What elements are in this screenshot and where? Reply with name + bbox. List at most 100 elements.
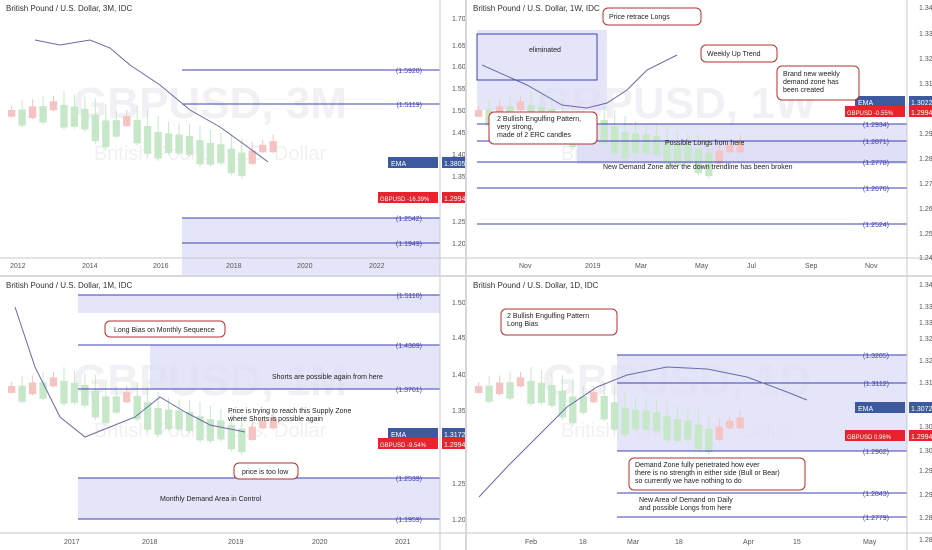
price-candle[interactable] — [18, 385, 26, 402]
price-candle[interactable] — [631, 409, 640, 430]
price-candle[interactable] — [516, 101, 525, 111]
price-candle[interactable] — [102, 120, 110, 148]
price-candle[interactable] — [736, 417, 744, 429]
chart-1m-svg[interactable]: GBPUSD, 1MBritish Pound / U.S. Dollar(1.… — [0, 277, 465, 550]
price-candle[interactable] — [527, 380, 535, 404]
price-candle[interactable] — [548, 384, 556, 406]
chart-1w-svg[interactable]: GBPUSD, 1WBritish Pound / U.S. Dollar(1.… — [467, 0, 932, 275]
price-candle[interactable] — [175, 410, 183, 430]
panel-divider-horizontal[interactable] — [0, 275, 932, 277]
price-candle[interactable] — [705, 152, 713, 177]
price-candle[interactable] — [631, 133, 640, 153]
price-candle[interactable] — [600, 395, 608, 420]
price-candle[interactable] — [144, 402, 152, 430]
price-candle[interactable] — [569, 396, 577, 424]
price-candle[interactable] — [715, 426, 723, 440]
price-candle[interactable] — [217, 420, 225, 440]
price-candle[interactable] — [663, 140, 671, 165]
price-candle[interactable] — [652, 411, 661, 432]
price-candle[interactable] — [506, 382, 514, 399]
price-candle[interactable] — [475, 386, 483, 393]
price-candle[interactable] — [102, 396, 110, 424]
price-candle[interactable] — [49, 377, 58, 387]
price-candle[interactable] — [60, 380, 68, 404]
price-candle[interactable] — [91, 390, 100, 418]
price-candle[interactable] — [154, 408, 162, 435]
price-candle[interactable] — [28, 106, 37, 119]
price-candle[interactable] — [196, 140, 204, 165]
annotation-bubble[interactable] — [776, 65, 860, 101]
chart-panel-1w[interactable]: GBPUSD, 1WBritish Pound / U.S. Dollar(1.… — [467, 0, 932, 275]
price-candle[interactable] — [49, 101, 58, 111]
price-candle[interactable] — [611, 126, 619, 154]
chart-panel-1d[interactable]: GBPUSD, 1DBritish Pound / U.S. Dollar(1.… — [467, 277, 932, 550]
price-candle[interactable] — [185, 135, 194, 156]
price-candle[interactable] — [516, 377, 525, 387]
annotation-bubble[interactable] — [104, 320, 226, 338]
price-candle[interactable] — [673, 143, 682, 165]
price-candle[interactable] — [227, 148, 236, 174]
price-candle[interactable] — [684, 144, 692, 164]
price-candle[interactable] — [726, 144, 734, 153]
price-candle[interactable] — [259, 144, 267, 153]
price-candle[interactable] — [39, 382, 47, 399]
price-candle[interactable] — [269, 417, 277, 429]
price-candle[interactable] — [663, 416, 671, 441]
price-candle[interactable] — [123, 392, 131, 403]
annotation-bubble[interactable] — [602, 7, 702, 26]
price-candle[interactable] — [642, 410, 650, 430]
price-candle[interactable] — [133, 119, 141, 144]
price-candle[interactable] — [133, 395, 141, 420]
price-candle[interactable] — [175, 134, 183, 154]
price-candle[interactable] — [81, 108, 89, 130]
price-candle[interactable] — [123, 116, 131, 127]
price-candle[interactable] — [259, 420, 267, 429]
price-candle[interactable] — [694, 424, 703, 450]
price-candle[interactable] — [495, 382, 504, 395]
price-candle[interactable] — [248, 150, 256, 164]
price-candle[interactable] — [112, 396, 120, 413]
price-candle[interactable] — [185, 411, 194, 432]
price-candle[interactable] — [39, 106, 47, 123]
price-candle[interactable] — [621, 131, 629, 159]
price-candle[interactable] — [91, 114, 100, 142]
annotation-bubble[interactable] — [500, 308, 618, 336]
price-candle[interactable] — [8, 109, 16, 117]
price-candle[interactable] — [736, 141, 744, 153]
price-candle[interactable] — [694, 148, 703, 174]
price-candle[interactable] — [206, 419, 215, 441]
price-candle[interactable] — [81, 384, 89, 406]
price-candle[interactable] — [112, 120, 120, 137]
price-candle[interactable] — [600, 119, 608, 144]
price-candle[interactable] — [8, 386, 16, 393]
price-candle[interactable] — [485, 385, 493, 402]
price-candle[interactable] — [217, 144, 225, 164]
annotation-bubble[interactable] — [628, 457, 806, 491]
price-candle[interactable] — [18, 109, 26, 126]
price-candle[interactable] — [144, 126, 152, 154]
price-candle[interactable] — [642, 134, 650, 154]
price-candle[interactable] — [684, 420, 692, 440]
price-candle[interactable] — [154, 131, 162, 159]
price-candle[interactable] — [537, 382, 546, 403]
price-candle[interactable] — [238, 428, 246, 453]
price-candle[interactable] — [611, 402, 619, 430]
chart-panel-1m[interactable]: GBPUSD, 1MBritish Pound / U.S. Dollar(1.… — [0, 277, 465, 550]
price-candle[interactable] — [60, 104, 68, 128]
price-candle[interactable] — [238, 152, 246, 177]
price-candle[interactable] — [70, 382, 79, 403]
price-candle[interactable] — [28, 382, 37, 395]
price-candle[interactable] — [673, 419, 682, 441]
price-candle[interactable] — [269, 141, 277, 153]
price-candle[interactable] — [621, 408, 629, 435]
price-candle[interactable] — [590, 392, 598, 403]
price-candle[interactable] — [579, 396, 587, 413]
price-candle[interactable] — [164, 133, 173, 153]
price-candle[interactable] — [558, 390, 567, 418]
price-candle[interactable] — [652, 135, 661, 156]
price-candle[interactable] — [70, 106, 79, 127]
annotation-bubble[interactable] — [488, 111, 598, 145]
price-candle[interactable] — [475, 109, 483, 117]
